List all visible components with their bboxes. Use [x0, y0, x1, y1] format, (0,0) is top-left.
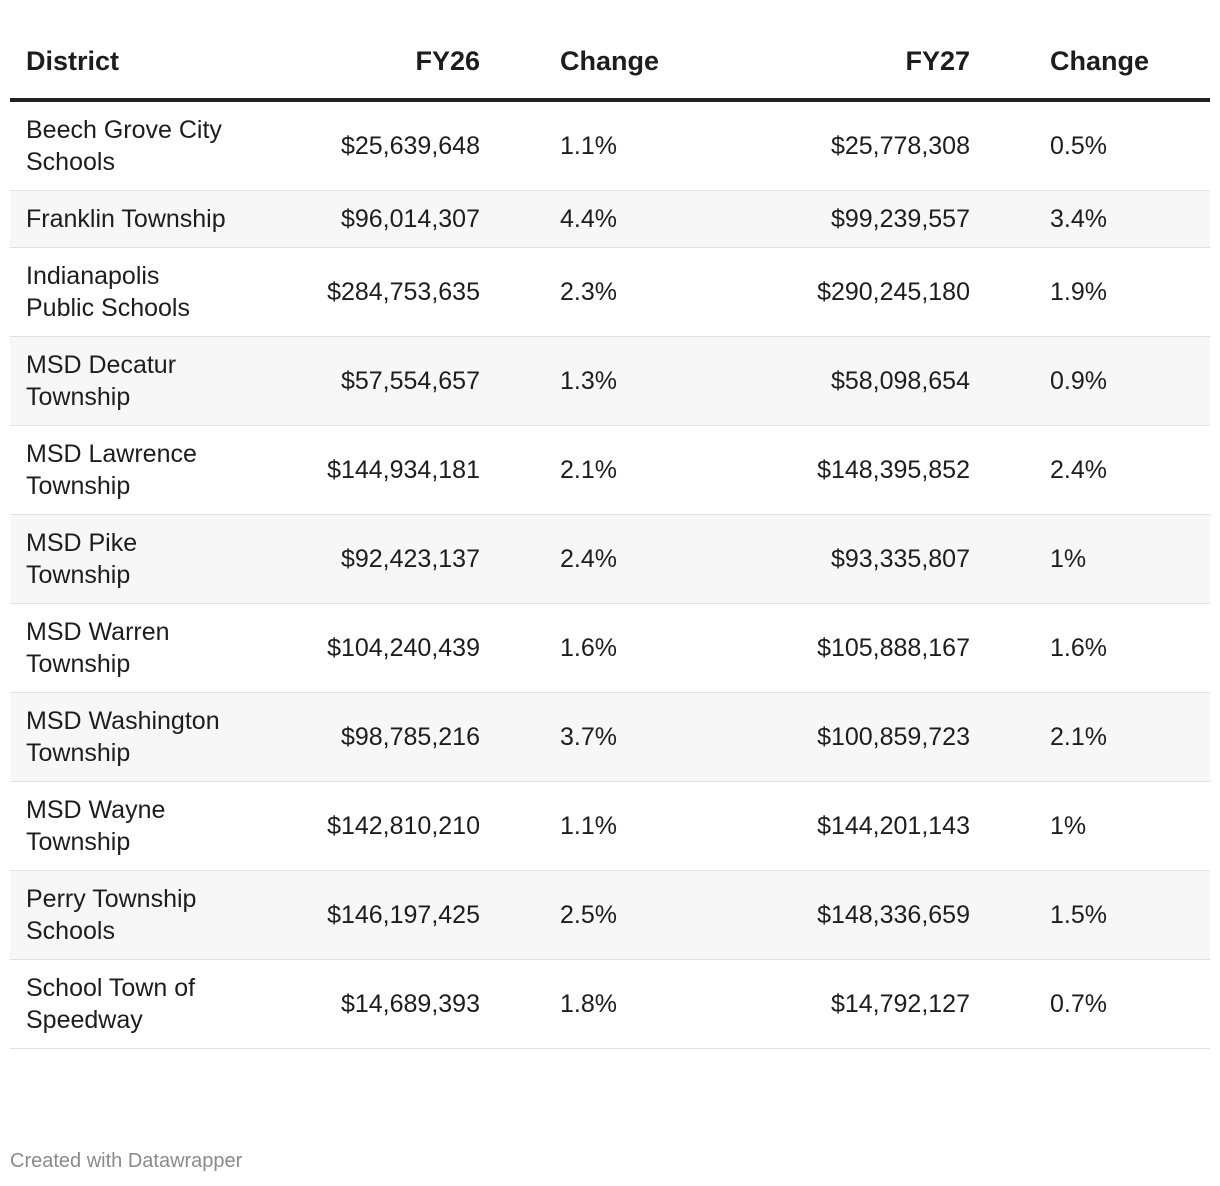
cell-fy27: $93,335,807 — [726, 514, 986, 604]
cell-change-fy27: 1.6% — [986, 603, 1210, 693]
table-row: MSD Lawrence Township $144,934,181 2.1% $14… — [10, 425, 1210, 515]
cell-fy26: $284,753,635 — [260, 247, 496, 337]
cell-fy27: $58,098,654 — [726, 336, 986, 426]
table-row: Franklin Township $96,014,307 4.4% $99,239,… — [10, 190, 1210, 248]
cell-change-fy27: 0.9% — [986, 336, 1210, 426]
column-header-change-fy27: Change — [986, 24, 1210, 102]
table-row: Perry Township Schools $146,197,425 2.5% $1… — [10, 870, 1210, 960]
cell-fy26: $57,554,657 — [260, 336, 496, 426]
cell-district: MSD Pike Township — [10, 514, 260, 604]
cell-district: MSD Lawrence Township — [10, 425, 260, 515]
cell-district: MSD Wayne Township — [10, 781, 260, 871]
cell-change-fy26: 1.1% — [496, 781, 726, 871]
cell-change-fy26: 2.4% — [496, 514, 726, 604]
cell-change-fy26: 1.3% — [496, 336, 726, 426]
cell-fy27: $290,245,180 — [726, 247, 986, 337]
cell-change-fy26: 2.5% — [496, 870, 726, 960]
cell-fy26: $25,639,648 — [260, 100, 496, 191]
cell-change-fy27: 0.5% — [986, 100, 1210, 191]
table-body: Beech Grove City Schools $25,639,648 1.1% $… — [10, 100, 1210, 1049]
cell-fy26: $142,810,210 — [260, 781, 496, 871]
cell-fy26: $14,689,393 — [260, 959, 496, 1049]
cell-district: MSD Washington Township — [10, 692, 260, 782]
data-table-container: District FY26 Change FY27 Change Beech G… — [10, 24, 1210, 1049]
cell-district: Franklin Township — [10, 190, 260, 248]
cell-fy27: $99,239,557 — [726, 190, 986, 248]
cell-change-fy27: 1% — [986, 781, 1210, 871]
cell-district: School Town of Speedway — [10, 959, 260, 1049]
cell-change-fy26: 3.7% — [496, 692, 726, 782]
cell-fy26: $92,423,137 — [260, 514, 496, 604]
cell-change-fy26: 2.3% — [496, 247, 726, 337]
cell-change-fy27: 2.1% — [986, 692, 1210, 782]
cell-fy27: $105,888,167 — [726, 603, 986, 693]
cell-change-fy27: 3.4% — [986, 190, 1210, 248]
cell-fy27: $25,778,308 — [726, 100, 986, 191]
table-row: Beech Grove City Schools $25,639,648 1.1% $… — [10, 100, 1210, 191]
column-header-fy27: FY27 — [726, 24, 986, 102]
table-row: MSD Washington Township $98,785,216 3.7% $1… — [10, 692, 1210, 782]
district-table: District FY26 Change FY27 Change Beech G… — [10, 24, 1210, 1049]
cell-change-fy27: 1.5% — [986, 870, 1210, 960]
table-row: Indianapolis Public Schools $284,753,635 2… — [10, 247, 1210, 337]
cell-fy27: $14,792,127 — [726, 959, 986, 1049]
cell-change-fy27: 2.4% — [986, 425, 1210, 515]
table-row: MSD Warren Township $104,240,439 1.6% $105,… — [10, 603, 1210, 693]
cell-district: Beech Grove City Schools — [10, 100, 260, 191]
cell-fy26: $146,197,425 — [260, 870, 496, 960]
cell-change-fy26: 4.4% — [496, 190, 726, 248]
cell-fy27: $144,201,143 — [726, 781, 986, 871]
footer-credit: Created with Datawrapper — [10, 1150, 243, 1172]
cell-change-fy27: 0.7% — [986, 959, 1210, 1049]
header-row: District FY26 Change FY27 Change — [10, 24, 1210, 102]
cell-change-fy26: 2.1% — [496, 425, 726, 515]
table-row: MSD Pike Township $92,423,137 2.4% $93,335,… — [10, 514, 1210, 604]
table-row: School Town of Speedway $14,689,393 1.8% $1… — [10, 959, 1210, 1049]
column-header-district: District — [10, 24, 260, 102]
cell-change-fy26: 1.6% — [496, 603, 726, 693]
cell-fy27: $100,859,723 — [726, 692, 986, 782]
cell-change-fy26: 1.8% — [496, 959, 726, 1049]
table-row: MSD Decatur Township $57,554,657 1.3% $58,0… — [10, 336, 1210, 426]
cell-fy26: $104,240,439 — [260, 603, 496, 693]
cell-change-fy27: 1.9% — [986, 247, 1210, 337]
cell-district: Perry Township Schools — [10, 870, 260, 960]
cell-fy27: $148,336,659 — [726, 870, 986, 960]
cell-change-fy27: 1% — [986, 514, 1210, 604]
cell-district: Indianapolis Public Schools — [10, 247, 260, 337]
cell-district: MSD Decatur Township — [10, 336, 260, 426]
column-header-fy26: FY26 — [260, 24, 496, 102]
cell-change-fy26: 1.1% — [496, 100, 726, 191]
cell-fy27: $148,395,852 — [726, 425, 986, 515]
column-header-change-fy26: Change — [496, 24, 726, 102]
cell-fy26: $144,934,181 — [260, 425, 496, 515]
cell-district: MSD Warren Township — [10, 603, 260, 693]
cell-fy26: $96,014,307 — [260, 190, 496, 248]
cell-fy26: $98,785,216 — [260, 692, 496, 782]
table-row: MSD Wayne Township $142,810,210 1.1% $144,2… — [10, 781, 1210, 871]
